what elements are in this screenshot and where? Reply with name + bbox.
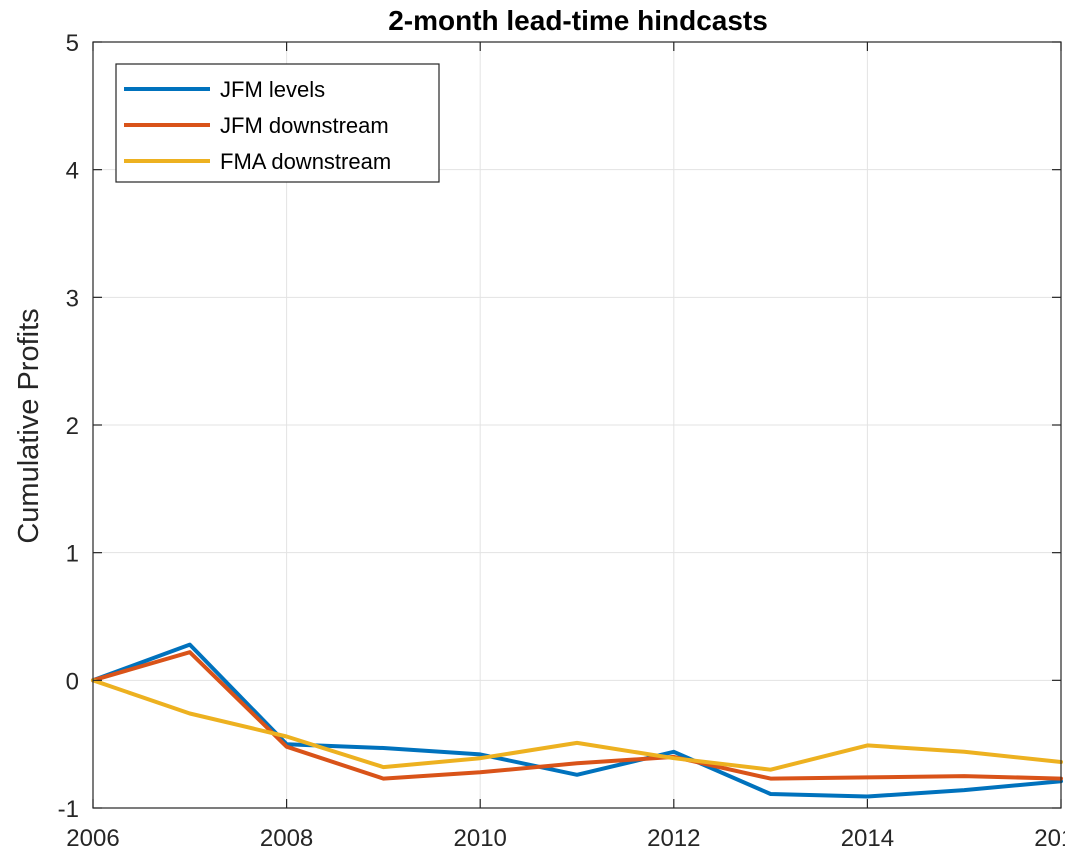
y-tick-label: 5: [66, 30, 79, 57]
x-tick-label: 2012: [647, 825, 700, 852]
series-line-1: [91, 642, 1063, 799]
x-tick-label: 2008: [260, 825, 313, 852]
y-tick-label: 1: [66, 541, 79, 568]
chart-title: 2-month lead-time hindcasts: [388, 5, 768, 36]
legend: JFM levels JFM downstream FMA downstream: [115, 63, 440, 183]
x-tick-label: 2016: [1034, 825, 1065, 852]
legend-label-1: JFM levels: [220, 77, 325, 102]
x-tick-label: 2006: [66, 825, 119, 852]
legend-label-2: JFM downstream: [220, 113, 389, 138]
grid-lines: [92, 41, 1062, 809]
x-tick-label: 2010: [454, 825, 507, 852]
y-tick-label: 2: [66, 413, 79, 440]
legend-label-3: FMA downstream: [220, 149, 391, 174]
series-line-3: [91, 678, 1063, 772]
series-line-2: [91, 650, 1063, 781]
tick-labels: 2006 2008 2010 2012 2014 2016 -1 0 1 2 3 4 5: [58, 30, 1065, 852]
tick-marks: [92, 41, 1062, 809]
series-lines: [91, 642, 1063, 799]
y-tick-label: -1: [58, 796, 79, 823]
y-axis-label: Cumulative Profits: [13, 308, 45, 543]
y-tick-label: 4: [66, 158, 79, 185]
y-tick-label: 0: [66, 668, 79, 695]
x-tick-label: 2014: [841, 825, 894, 852]
y-tick-label: 3: [66, 285, 79, 312]
